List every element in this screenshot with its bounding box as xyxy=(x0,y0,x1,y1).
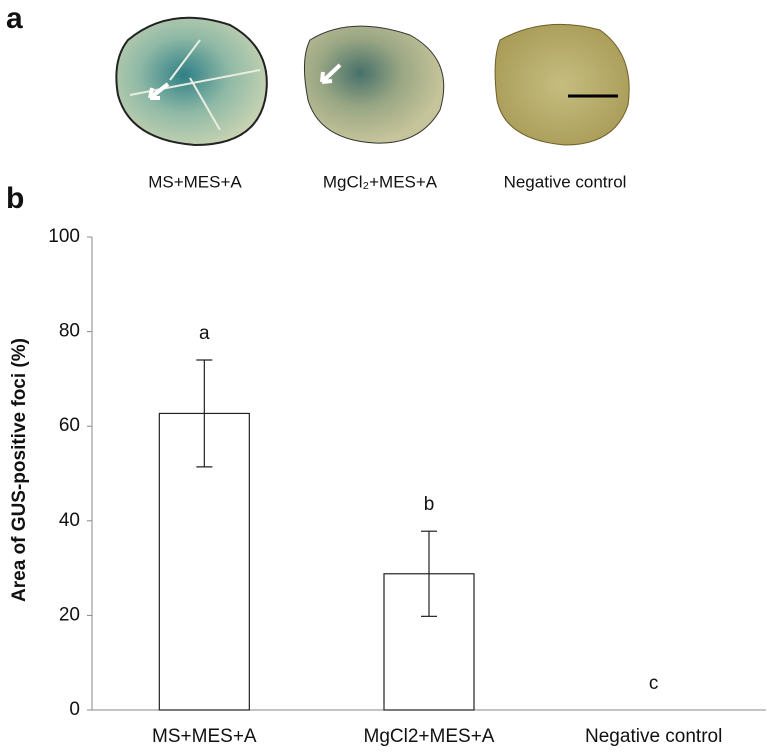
leaf-image xyxy=(115,16,268,147)
y-tick-label: 40 xyxy=(59,510,80,531)
y-tick-label: 0 xyxy=(69,699,80,720)
image-caption: MS+MES+A xyxy=(148,172,242,191)
x-tick-label: Negative control xyxy=(585,726,722,747)
y-axis-label: Area of GUS-positive foci (%) xyxy=(9,338,30,602)
y-tick-label: 20 xyxy=(59,604,80,625)
y-tick-label: 80 xyxy=(59,321,80,342)
significance-letter: b xyxy=(424,494,435,515)
leaf-image xyxy=(304,25,445,144)
image-caption: MgCl₂+MES+A xyxy=(323,172,438,191)
significance-letter: c xyxy=(649,673,659,694)
x-tick-label: MS+MES+A xyxy=(152,726,257,747)
x-tick-label: MgCl2+MES+A xyxy=(364,726,495,747)
leaf-image xyxy=(494,23,630,146)
significance-letter: a xyxy=(199,323,210,344)
panel-label: b xyxy=(6,182,24,215)
image-caption: Negative control xyxy=(504,172,627,191)
panel-label: a xyxy=(6,2,23,35)
y-tick-label: 60 xyxy=(59,415,80,436)
y-tick-label: 100 xyxy=(48,226,80,247)
